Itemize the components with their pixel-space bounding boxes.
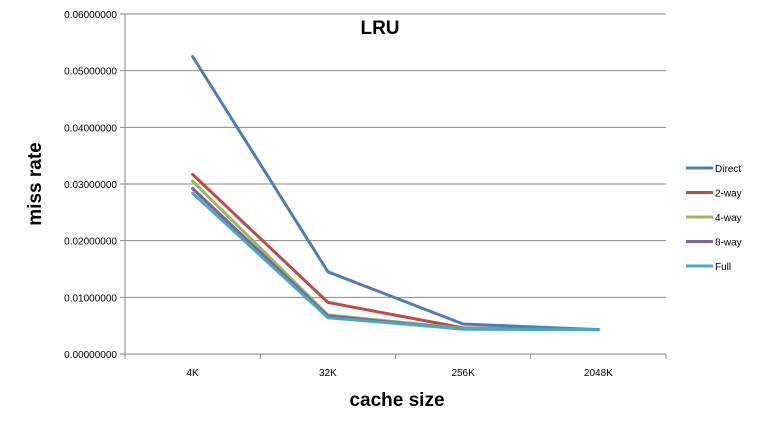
legend-label: Direct (715, 164, 741, 175)
y-tick-label: 0.03000000 (64, 180, 117, 191)
x-tick-label: 32K (319, 368, 337, 379)
x-tick-label: 256K (451, 368, 475, 379)
x-axis-title: cache size (349, 390, 444, 411)
data-series (191, 55, 600, 332)
y-tick-label: 0.04000000 (64, 123, 117, 134)
y-tick-label: 0.01000000 (64, 293, 117, 304)
gridlines (125, 13, 666, 298)
x-tick-label: 4K (187, 368, 200, 379)
y-tick-label: 0.00000000 (64, 350, 117, 361)
legend: Direct 2-way 4-way 8-way Full (686, 164, 742, 273)
chart-title: LRU (360, 18, 399, 39)
legend-label: 8-way (715, 238, 742, 249)
y-tick-label: 0.02000000 (64, 237, 117, 248)
axes: 0.00000000 0.01000000 0.02000000 0.03000000… (64, 10, 667, 379)
x-tick-label: 2048K (584, 368, 613, 379)
legend-label: 4-way (715, 213, 742, 224)
y-tick-label: 0.06000000 (64, 10, 117, 21)
y-tick-label: 0.05000000 (64, 67, 117, 78)
legend-label: 2-way (715, 189, 742, 200)
y-axis-title: miss rate (25, 142, 46, 225)
series-line (191, 191, 600, 332)
series-line (191, 55, 600, 332)
legend-label: Full (715, 262, 731, 273)
